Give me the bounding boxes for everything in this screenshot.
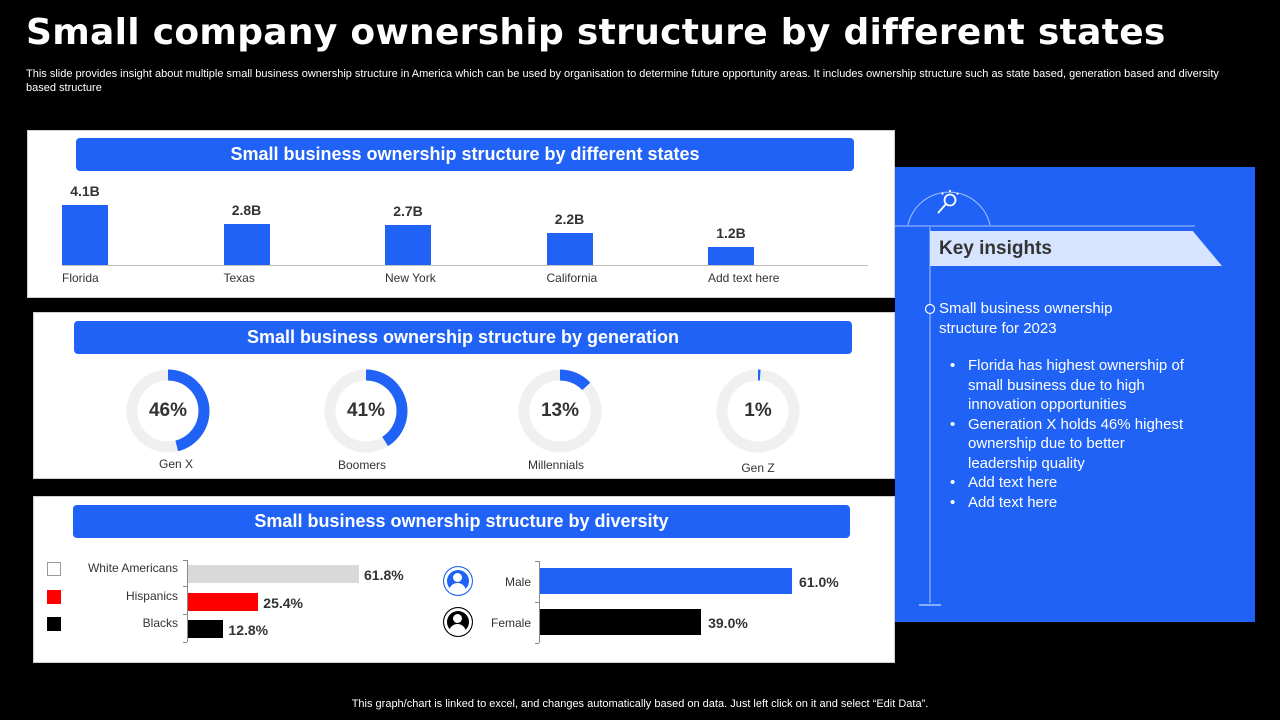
donut-slice — [716, 369, 800, 453]
donut-slice — [324, 369, 408, 453]
axis-tick — [183, 642, 187, 643]
generation-donut: 46% — [126, 369, 210, 453]
key-insights-heading: Key insights — [930, 231, 1222, 266]
axis-tick — [535, 561, 539, 562]
male-avatar-icon — [443, 566, 473, 596]
diversity-category-label: White Americans — [87, 561, 178, 575]
diversity-bar — [188, 620, 224, 638]
legend-swatch — [47, 590, 61, 604]
footer-note: This graph/chart is linked to excel, and… — [351, 698, 929, 710]
intro-marker — [924, 303, 936, 315]
icon-arc — [907, 191, 991, 226]
states-axis-line — [62, 265, 868, 266]
gender-bar — [540, 609, 702, 635]
generation-panel: Small business ownership structure by ge… — [33, 312, 895, 479]
gender-category-label: Male — [504, 575, 531, 589]
axis-tick — [183, 614, 187, 615]
diversity-category-label: Blacks — [142, 616, 178, 630]
generation-donut: 13% — [518, 369, 602, 453]
gender-bar — [540, 568, 792, 594]
states-panel: Small business ownership structure by di… — [27, 130, 895, 298]
donut-category-label: Millennials — [527, 458, 585, 472]
generation-donut: 1% — [716, 369, 800, 453]
state-category-label: California — [546, 271, 598, 285]
diversity-bar — [188, 593, 259, 611]
state-bar — [546, 232, 593, 265]
state-value-label: 4.1B — [70, 183, 100, 199]
diversity-chart-title: Small business ownership structure by di… — [73, 505, 850, 538]
avatar-body — [449, 583, 466, 593]
gender-value-label: 61.0% — [799, 574, 839, 590]
state-bar — [385, 225, 431, 265]
insight-bullet: Add text here — [948, 473, 1198, 493]
avatar-head — [453, 614, 462, 623]
legend-swatch — [47, 617, 61, 631]
insights-decoration — [895, 190, 1195, 606]
diversity-axis-line — [187, 560, 188, 642]
state-value-label: 2.2B — [554, 210, 585, 227]
donut-slice — [518, 369, 602, 453]
generation-donut: 41% — [324, 369, 408, 453]
legend-swatch — [47, 562, 61, 576]
donut-value-label: 46% — [148, 400, 188, 421]
state-bar — [223, 224, 270, 265]
female-avatar-icon — [443, 607, 473, 637]
gender-axis-line — [539, 561, 540, 643]
donut-value-label: 1% — [744, 400, 772, 421]
states-chart-title: Small business ownership structure by di… — [76, 138, 854, 171]
diversity-category-label: Hispanics — [125, 589, 178, 603]
diversity-value-label: 25.4% — [263, 595, 303, 611]
donut-value-label: 41% — [346, 400, 386, 421]
state-category-label: New York — [385, 271, 436, 285]
axis-tick — [183, 560, 187, 561]
avatar-body — [449, 624, 466, 634]
insights-intro: Small business ownership structure for 2… — [939, 300, 1113, 337]
state-value-label: 2.7B — [393, 203, 423, 220]
donut-slice — [126, 369, 210, 453]
donut-category-label: Boomers — [337, 458, 387, 472]
diversity-value-label: 61.8% — [364, 567, 404, 583]
diversity-panel: Small business ownership structure by di… — [33, 496, 895, 663]
gender-category-label: Female — [490, 616, 531, 630]
donut-svg — [126, 369, 210, 453]
state-value-label: 1.2B — [716, 225, 746, 242]
donut-svg — [518, 369, 602, 453]
generation-chart-title: Small business ownership structure by ge… — [74, 321, 852, 354]
state-bar — [708, 247, 754, 265]
insight-bullet: Generation X holds 46% highest ownership… — [948, 415, 1198, 474]
state-category-label: Florida — [62, 271, 99, 285]
gender-value-label: 39.0% — [708, 615, 748, 631]
state-value-label: 2.8B — [231, 202, 262, 219]
axis-tick — [535, 602, 539, 603]
page-subtitle: This slide provides insight about multip… — [26, 68, 1219, 94]
donut-svg — [324, 369, 408, 453]
donut-category-label: Gen Z — [741, 461, 775, 475]
state-category-label: Texas — [223, 271, 255, 285]
state-category-label: Add text here — [708, 271, 780, 285]
donut-category-label: Gen X — [158, 457, 194, 471]
axis-tick — [535, 643, 539, 644]
avatar-head — [453, 573, 462, 582]
diversity-value-label: 12.8% — [228, 622, 269, 638]
diversity-bar — [188, 565, 359, 583]
donut-value-label: 13% — [540, 400, 580, 421]
page-title: Small company ownership structure by dif… — [26, 12, 1166, 53]
axis-tick — [183, 586, 187, 587]
donut-svg — [716, 369, 800, 453]
lightbulb-search-icon — [937, 190, 959, 214]
insights-bullet-list: Florida has highest ownership of small b… — [948, 356, 1198, 512]
insight-bullet: Add text here — [948, 493, 1198, 513]
insight-bullet: Florida has highest ownership of small b… — [948, 356, 1198, 415]
state-bar — [62, 205, 108, 265]
